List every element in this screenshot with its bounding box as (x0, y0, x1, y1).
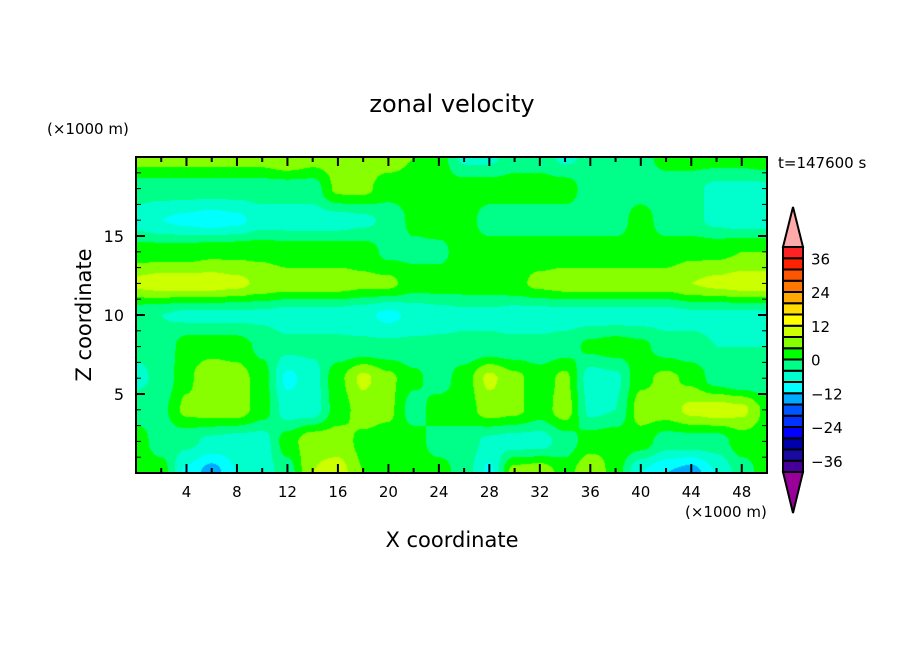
colorbar-box (782, 279, 804, 293)
colorbar-label: 0 (811, 352, 821, 370)
colorbar-box (782, 381, 804, 395)
colorbar-box (782, 459, 804, 473)
x-tick-label: 48 (732, 483, 751, 501)
colorbar-box (782, 369, 804, 383)
colorbar-box (782, 257, 804, 271)
time-label: t=147600 s (778, 154, 866, 172)
x-axis-title: X coordinate (385, 528, 518, 552)
x-tick-label: 12 (278, 483, 297, 501)
colorbar-box (782, 336, 804, 350)
x-tick-label: 40 (631, 483, 650, 501)
colorbar-box (782, 324, 804, 338)
colorbar-box (782, 414, 804, 428)
colorbar-box (782, 437, 804, 451)
colorbar-over-triangle (781, 206, 805, 248)
x-tick-label: 8 (232, 483, 242, 501)
x-tick-label: 32 (530, 483, 549, 501)
contour-fill (136, 157, 767, 473)
colorbar-label: −12 (811, 385, 843, 403)
y-tick-label: 15 (104, 227, 124, 246)
x-tick-label: 36 (581, 483, 600, 501)
plot-frame (135, 156, 768, 474)
x-tick-label: 4 (182, 483, 192, 501)
colorbar-label: 24 (811, 284, 830, 302)
colorbar-box (782, 426, 804, 440)
colorbar-label: −24 (811, 419, 843, 437)
colorbar-box (782, 246, 804, 260)
y-tick-label: 5 (114, 385, 124, 404)
colorbar-box (782, 358, 804, 372)
colorbar-box (782, 403, 804, 417)
colorbar-box (782, 392, 804, 406)
x-tick-label: 44 (682, 483, 701, 501)
x-tick-label: 24 (429, 483, 448, 501)
chart-title: zonal velocity (369, 90, 534, 118)
colorbar-box (782, 302, 804, 316)
x-units-label: (×1000 m) (685, 503, 767, 521)
x-tick-label: 16 (328, 483, 347, 501)
x-tick-label: 28 (480, 483, 499, 501)
colorbar-box (782, 347, 804, 361)
x-tick-label: 20 (379, 483, 398, 501)
colorbar-box (782, 448, 804, 462)
y-axis-title: Z coordinate (72, 248, 96, 381)
colorbar-label: −36 (811, 453, 843, 471)
colorbar-under-triangle (781, 471, 805, 514)
y-tick-label: 10 (104, 306, 124, 325)
colorbar-box (782, 268, 804, 282)
y-units-label: (×1000 m) (47, 120, 129, 138)
colorbar-box (782, 313, 804, 327)
colorbar-box (782, 291, 804, 305)
colorbar-label: 12 (811, 318, 830, 336)
colorbar-label: 36 (811, 250, 830, 268)
